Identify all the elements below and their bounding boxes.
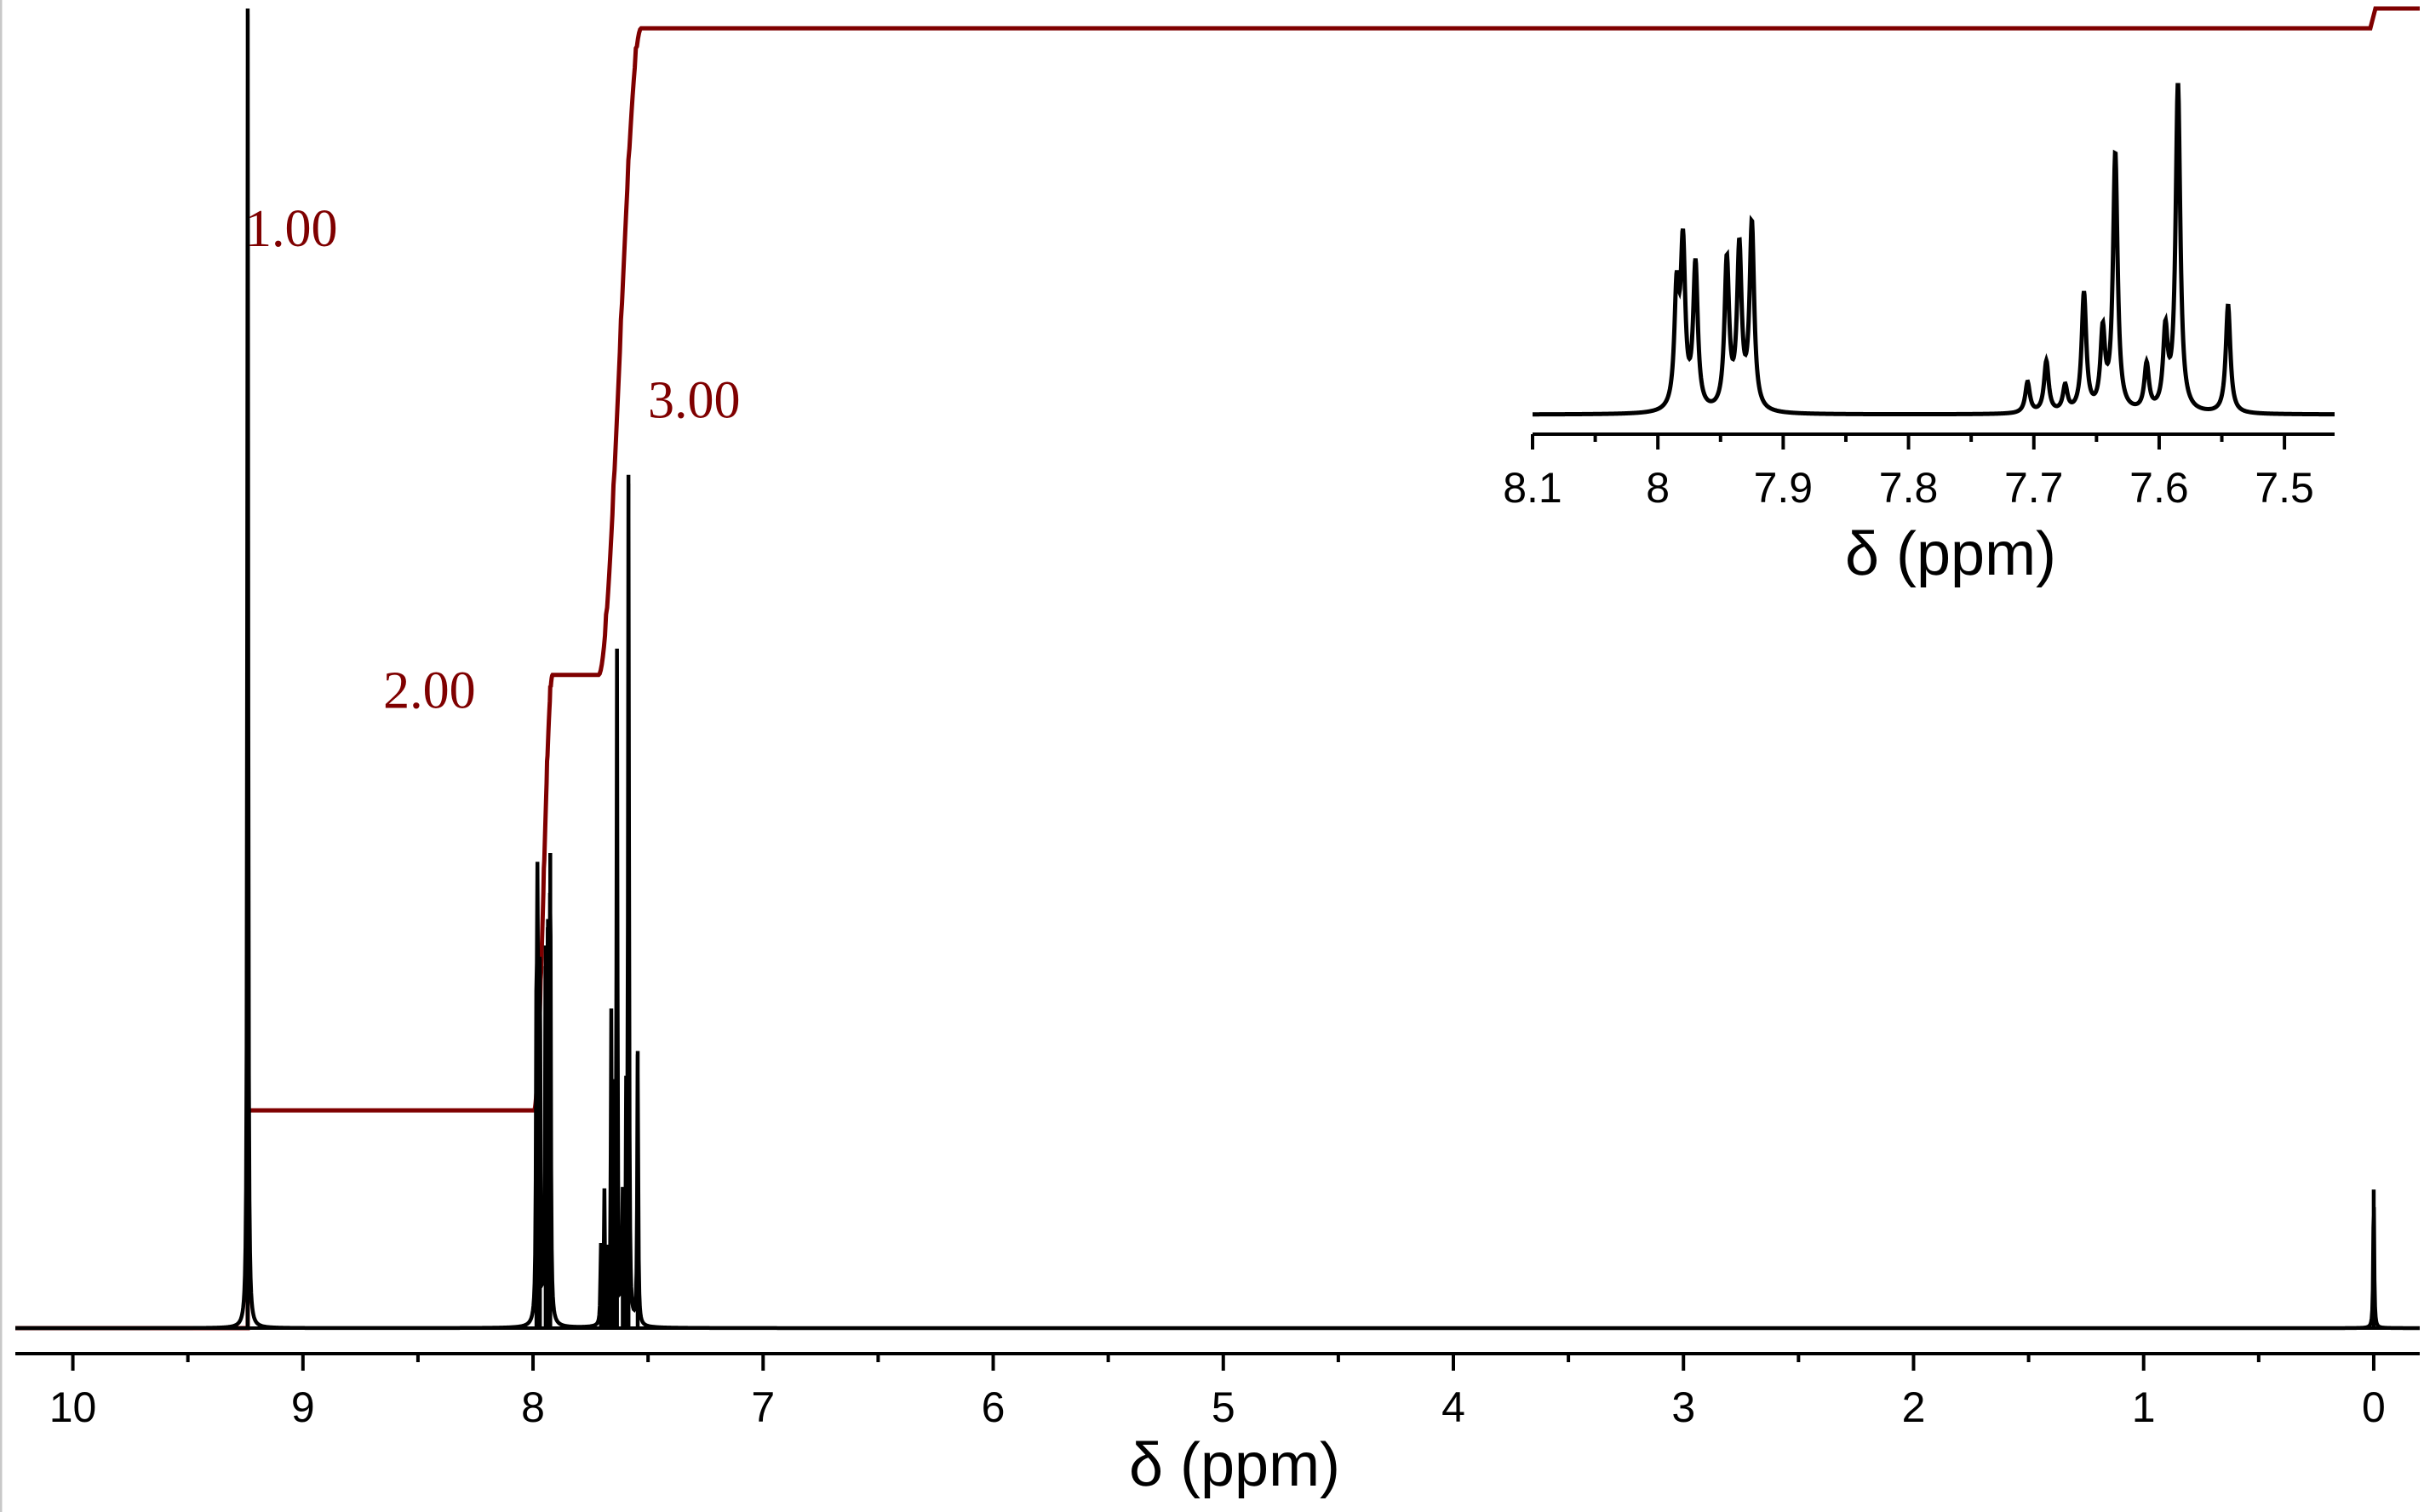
main-tick-label: 0 [2362, 1383, 2386, 1431]
main-tick-label: 9 [291, 1383, 315, 1431]
inset-x-tick-labels: 8.1 8 7.9 7.8 7.7 7.6 7.5 [1503, 464, 2314, 512]
inset-tick-label: 7.6 [2129, 464, 2189, 512]
main-tick-label: 3 [1671, 1383, 1695, 1431]
integral-labels: 1.00 2.00 3.00 [245, 200, 740, 720]
inset-plot: 8.1 8 7.9 7.8 7.7 7.6 7.5 δ (ppm) [1503, 83, 2335, 588]
inset-tick-label: 7.8 [1879, 464, 1939, 512]
main-tick-label: 6 [982, 1383, 1006, 1431]
main-tick-label: 10 [49, 1383, 97, 1431]
inset-tick-label: 8 [1646, 464, 1670, 512]
main-tick-label: 7 [751, 1383, 775, 1431]
inset-tick-label: 7.9 [1754, 464, 1814, 512]
integral-label: 2.00 [383, 662, 476, 720]
main-tick-label: 1 [2132, 1383, 2156, 1431]
main-x-tick-labels: 10 9 8 7 6 5 4 3 2 1 0 [49, 1383, 2386, 1431]
integral-label: 3.00 [648, 372, 741, 430]
main-tick-label: 4 [1441, 1383, 1465, 1431]
inset-x-axis-title: δ (ppm) [1845, 520, 2056, 588]
main-plot: 10 9 8 7 6 5 4 3 2 1 0 1.002.003.00 δ (ppm) [15, 6, 2420, 1499]
inset-spectrum-line [1533, 83, 2335, 417]
main-tick-label: 5 [1212, 1383, 1235, 1431]
spectrum-line [15, 9, 2420, 1331]
main-x-ticks [71, 1354, 2375, 1371]
integral-curve [15, 6, 2420, 1331]
inset-tick-label: 7.7 [2004, 464, 2064, 512]
main-tick-label: 2 [1902, 1383, 1926, 1431]
inset-tick-label: 8.1 [1503, 464, 1562, 512]
main-x-axis-title: δ (ppm) [1129, 1431, 1340, 1499]
integral-label: 1.00 [245, 200, 338, 258]
inset-tick-label: 7.5 [2255, 464, 2314, 512]
inset-x-ticks [1531, 434, 2287, 450]
main-tick-label: 8 [521, 1383, 545, 1431]
